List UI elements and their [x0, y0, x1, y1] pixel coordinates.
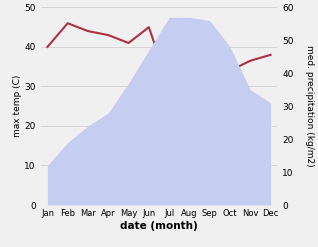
- Y-axis label: med. precipitation (kg/m2): med. precipitation (kg/m2): [305, 45, 314, 167]
- X-axis label: date (month): date (month): [120, 221, 198, 231]
- Y-axis label: max temp (C): max temp (C): [12, 75, 22, 137]
